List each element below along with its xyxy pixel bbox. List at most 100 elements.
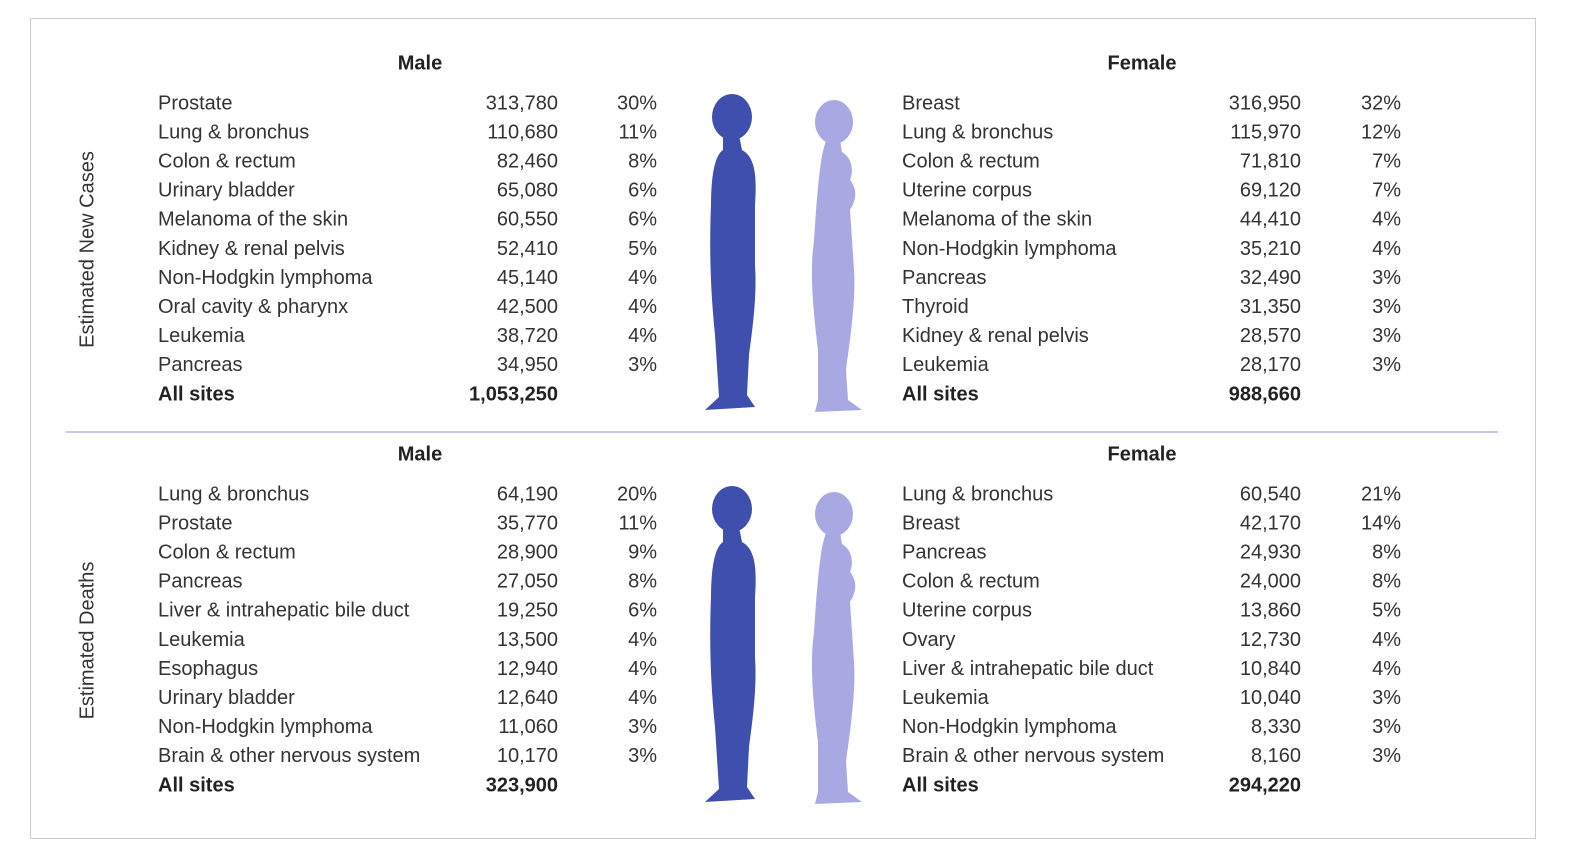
site-name: Kidney & renal pelvis <box>902 325 1089 347</box>
case-count: 31,350 <box>1240 296 1301 318</box>
percentage: 3% <box>1372 296 1401 318</box>
site-name: Colon & rectum <box>902 150 1040 172</box>
site-name: Non-Hodgkin lymphoma <box>158 716 373 738</box>
site-name: Colon & rectum <box>158 541 296 563</box>
case-count: 71,810 <box>1240 150 1301 172</box>
percentage: 4% <box>628 629 657 651</box>
percentage: 3% <box>628 716 657 738</box>
case-count: 38,720 <box>497 325 558 347</box>
percentage: 4% <box>628 325 657 347</box>
site-name: Prostate <box>158 92 232 114</box>
case-count: 69,120 <box>1240 180 1301 202</box>
percentage: 3% <box>1372 325 1401 347</box>
site-name: Non-Hodgkin lymphoma <box>902 716 1117 738</box>
site-name: Kidney & renal pelvis <box>158 238 345 260</box>
case-count: 11,060 <box>498 716 558 738</box>
site-name: Esophagus <box>158 658 258 680</box>
case-count: 13,860 <box>1240 600 1301 622</box>
case-count: 28,570 <box>1240 325 1301 347</box>
section-label: Estimated New Cases <box>76 151 98 348</box>
percentage: 6% <box>628 600 657 622</box>
site-name: Breast <box>902 512 960 534</box>
total-count: 1,053,250 <box>469 383 558 405</box>
site-name: Lung & bronchus <box>902 121 1053 143</box>
case-count: 35,210 <box>1240 238 1301 260</box>
site-name: Leukemia <box>902 354 990 376</box>
site-name: Prostate <box>158 512 232 534</box>
total-count: 323,900 <box>486 774 558 796</box>
percentage: 9% <box>628 541 657 563</box>
percentage: 3% <box>1372 716 1401 738</box>
total-count: 988,660 <box>1229 383 1301 405</box>
percentage: 3% <box>1372 687 1401 709</box>
percentage: 12% <box>1361 121 1401 143</box>
case-count: 44,410 <box>1240 209 1301 231</box>
total-label: All sites <box>158 774 235 796</box>
site-name: Lung & bronchus <box>158 121 309 143</box>
percentage: 4% <box>1372 209 1401 231</box>
percentage: 4% <box>628 658 657 680</box>
case-count: 35,770 <box>497 512 558 534</box>
percentage: 8% <box>1372 541 1401 563</box>
total-count: 294,220 <box>1229 774 1301 796</box>
percentage: 4% <box>1372 629 1401 651</box>
percentage: 3% <box>628 354 657 376</box>
case-count: 28,170 <box>1240 354 1301 376</box>
percentage: 4% <box>628 296 657 318</box>
case-count: 28,900 <box>497 541 558 563</box>
percentage: 5% <box>628 238 657 260</box>
case-count: 45,140 <box>497 267 558 289</box>
frame <box>30 18 1536 839</box>
site-name: Oral cavity & pharynx <box>158 296 348 318</box>
case-count: 19,250 <box>497 600 558 622</box>
percentage: 8% <box>1372 571 1401 593</box>
case-count: 12,640 <box>497 687 558 709</box>
percentage: 11% <box>618 121 657 143</box>
site-name: Urinary bladder <box>158 687 295 709</box>
case-count: 27,050 <box>497 571 558 593</box>
site-name: Leukemia <box>158 325 246 347</box>
site-name: Liver & intrahepatic bile duct <box>158 600 410 622</box>
case-count: 10,840 <box>1240 658 1301 680</box>
percentage: 5% <box>1372 600 1401 622</box>
percentage: 30% <box>617 92 657 114</box>
case-count: 8,160 <box>1251 745 1301 767</box>
site-name: Melanoma of the skin <box>902 209 1092 231</box>
percentage: 4% <box>628 267 657 289</box>
case-count: 115,970 <box>1230 121 1301 143</box>
case-count: 24,930 <box>1240 541 1301 563</box>
site-name: Pancreas <box>902 541 987 563</box>
site-name: Leukemia <box>902 687 990 709</box>
case-count: 316,950 <box>1229 92 1301 114</box>
percentage: 3% <box>1372 267 1401 289</box>
percentage: 21% <box>1361 483 1401 505</box>
case-count: 42,170 <box>1240 512 1301 534</box>
column-heading: Female <box>1108 443 1177 465</box>
case-count: 42,500 <box>497 296 558 318</box>
percentage: 7% <box>1372 180 1401 202</box>
site-name: Pancreas <box>158 354 243 376</box>
site-name: Melanoma of the skin <box>158 209 348 231</box>
site-name: Urinary bladder <box>158 180 295 202</box>
percentage: 32% <box>1361 92 1401 114</box>
site-name: Uterine corpus <box>902 600 1032 622</box>
case-count: 13,500 <box>497 629 558 651</box>
total-label: All sites <box>902 774 979 796</box>
percentage: 4% <box>1372 658 1401 680</box>
column-heading: Male <box>398 52 442 74</box>
site-name: Brain & other nervous system <box>158 745 420 767</box>
case-count: 60,540 <box>1240 483 1301 505</box>
site-name: Leukemia <box>158 629 246 651</box>
percentage: 7% <box>1372 150 1401 172</box>
site-name: Lung & bronchus <box>158 483 309 505</box>
case-count: 65,080 <box>497 180 558 202</box>
percentage: 14% <box>1361 512 1401 534</box>
site-name: Non-Hodgkin lymphoma <box>158 267 373 289</box>
site-name: Pancreas <box>158 571 243 593</box>
case-count: 34,950 <box>497 354 558 376</box>
site-name: Uterine corpus <box>902 180 1032 202</box>
site-name: Pancreas <box>902 267 987 289</box>
site-name: Lung & bronchus <box>902 483 1053 505</box>
percentage: 8% <box>628 571 657 593</box>
